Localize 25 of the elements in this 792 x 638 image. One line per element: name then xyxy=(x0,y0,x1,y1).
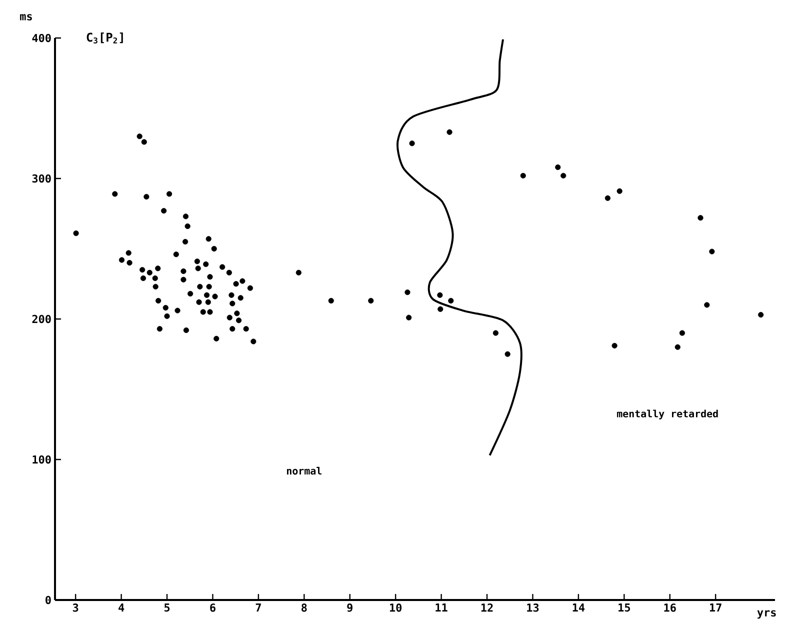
x-tick-label: 4 xyxy=(118,604,124,612)
annotation: mentally retarded xyxy=(617,410,718,420)
y-tick-label: 200 xyxy=(32,314,51,324)
chart-title: C$_{3}$[P$_{2}$] xyxy=(86,32,123,44)
x-tick-label: 14 xyxy=(572,604,585,612)
x-tick-label: 16 xyxy=(664,604,676,612)
x-tick-label: 17 xyxy=(710,604,722,612)
x-tick-label: 10 xyxy=(390,604,402,612)
y-tick-label: 0 xyxy=(46,596,51,604)
x-axis-title: yrs xyxy=(757,610,776,619)
y-axis-title: ms xyxy=(20,14,32,20)
x-tick-label: 9 xyxy=(347,604,352,612)
annotation: normal xyxy=(287,466,322,475)
x-tick-label: 12 xyxy=(481,604,493,612)
x-tick-label: 8 xyxy=(302,604,307,612)
y-tick-label: 100 xyxy=(32,455,51,464)
x-tick-label: 15 xyxy=(618,604,630,612)
x-tick-label: 6 xyxy=(210,604,216,612)
x-tick-label: 7 xyxy=(256,604,261,612)
x-tick-label: 11 xyxy=(436,604,448,612)
y-tick-label: 300 xyxy=(32,174,51,183)
x-tick-label: 5 xyxy=(164,604,170,612)
x-tick-label: 3 xyxy=(72,604,78,612)
x-tick-label: 13 xyxy=(527,604,539,612)
y-tick-label: 400 xyxy=(32,34,51,42)
